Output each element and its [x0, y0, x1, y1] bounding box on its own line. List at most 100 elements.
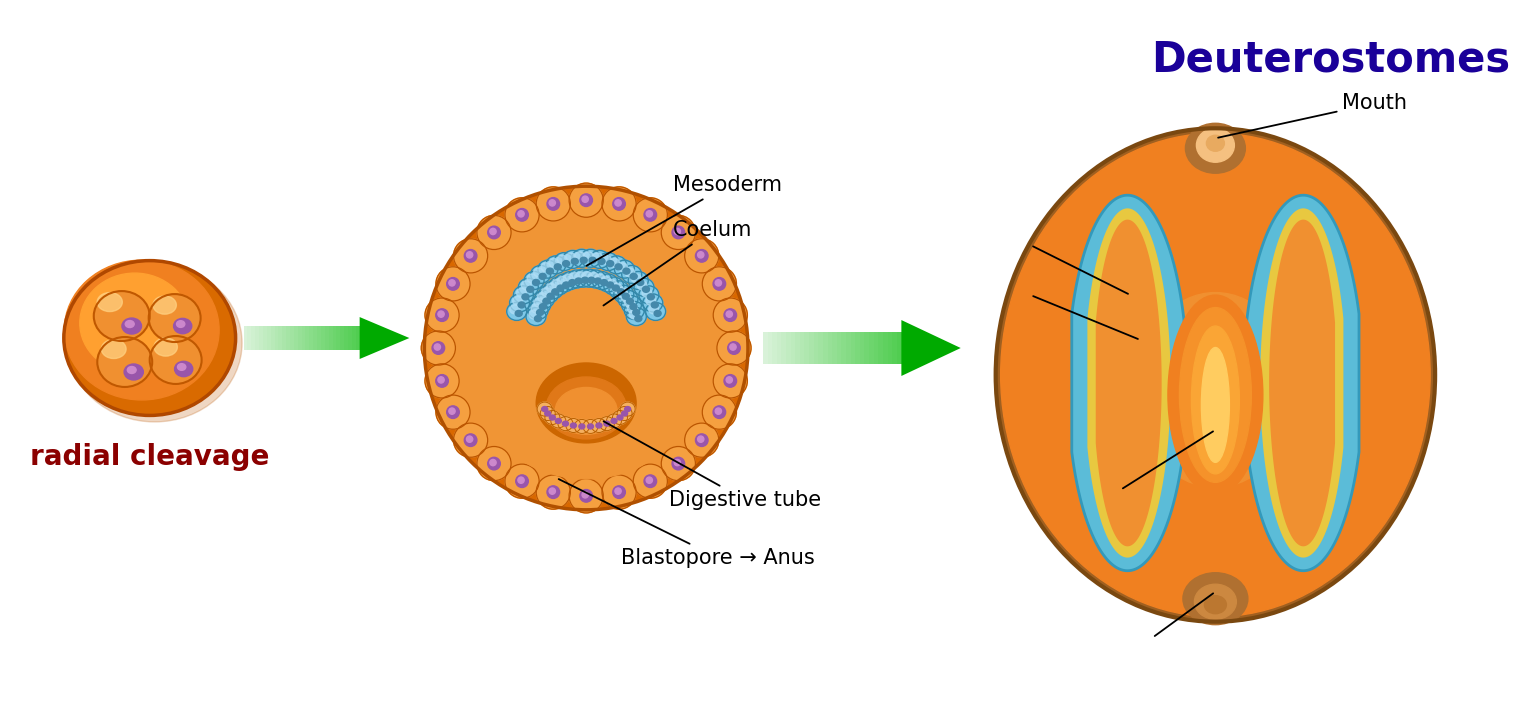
Ellipse shape — [565, 418, 581, 433]
Ellipse shape — [565, 253, 576, 262]
Ellipse shape — [127, 367, 137, 373]
Bar — [819, 332, 823, 364]
Ellipse shape — [614, 260, 634, 278]
Ellipse shape — [637, 281, 647, 290]
Ellipse shape — [627, 298, 633, 304]
Ellipse shape — [97, 337, 152, 387]
Ellipse shape — [568, 280, 576, 285]
Ellipse shape — [648, 305, 659, 314]
Bar — [888, 332, 892, 364]
Ellipse shape — [581, 194, 593, 207]
Ellipse shape — [547, 377, 627, 439]
Ellipse shape — [547, 268, 553, 274]
Ellipse shape — [613, 485, 625, 498]
Ellipse shape — [697, 252, 703, 258]
Ellipse shape — [149, 336, 201, 384]
Ellipse shape — [562, 421, 568, 426]
Bar — [800, 332, 805, 364]
Ellipse shape — [542, 298, 550, 304]
Ellipse shape — [625, 268, 634, 277]
Ellipse shape — [633, 198, 667, 232]
Bar — [777, 332, 782, 364]
Ellipse shape — [723, 309, 737, 322]
Ellipse shape — [505, 464, 539, 498]
Ellipse shape — [613, 197, 625, 210]
Ellipse shape — [581, 250, 601, 267]
Ellipse shape — [634, 278, 654, 296]
Ellipse shape — [554, 264, 561, 270]
Ellipse shape — [647, 477, 653, 483]
Bar — [796, 332, 800, 364]
Ellipse shape — [535, 290, 554, 308]
Ellipse shape — [584, 252, 593, 261]
Ellipse shape — [611, 418, 617, 423]
Ellipse shape — [637, 280, 644, 285]
Ellipse shape — [522, 294, 528, 300]
Ellipse shape — [642, 294, 662, 312]
Ellipse shape — [544, 281, 564, 299]
Ellipse shape — [545, 256, 565, 274]
Ellipse shape — [622, 295, 642, 314]
Ellipse shape — [604, 277, 624, 295]
Ellipse shape — [633, 310, 641, 315]
Ellipse shape — [548, 258, 559, 267]
Ellipse shape — [548, 277, 568, 295]
Ellipse shape — [547, 197, 559, 210]
Ellipse shape — [513, 297, 522, 305]
Ellipse shape — [438, 377, 444, 383]
Ellipse shape — [644, 209, 656, 221]
Bar — [833, 332, 837, 364]
Ellipse shape — [634, 315, 642, 322]
Ellipse shape — [530, 265, 550, 283]
Ellipse shape — [453, 423, 487, 458]
Ellipse shape — [1192, 326, 1240, 474]
Ellipse shape — [596, 423, 602, 428]
Bar — [301, 326, 306, 350]
Ellipse shape — [101, 340, 126, 358]
Ellipse shape — [531, 295, 551, 314]
Ellipse shape — [518, 477, 524, 483]
Ellipse shape — [645, 302, 665, 320]
Ellipse shape — [633, 464, 667, 498]
Bar — [860, 332, 865, 364]
Ellipse shape — [462, 227, 710, 479]
Bar — [786, 332, 791, 364]
Ellipse shape — [516, 475, 528, 488]
Bar — [336, 326, 341, 350]
Ellipse shape — [538, 292, 547, 302]
Ellipse shape — [175, 361, 192, 377]
Bar — [349, 326, 352, 350]
Ellipse shape — [476, 215, 511, 250]
Ellipse shape — [574, 420, 590, 433]
Bar — [298, 326, 303, 350]
Ellipse shape — [574, 252, 585, 261]
Bar — [773, 332, 777, 364]
Ellipse shape — [1135, 292, 1295, 488]
Ellipse shape — [727, 377, 733, 383]
Ellipse shape — [174, 318, 192, 334]
Ellipse shape — [149, 294, 201, 342]
Ellipse shape — [558, 277, 567, 285]
Bar — [306, 326, 310, 350]
Ellipse shape — [424, 186, 748, 510]
Bar — [324, 326, 329, 350]
Ellipse shape — [447, 208, 727, 488]
Bar — [278, 326, 283, 350]
Ellipse shape — [610, 258, 619, 267]
Ellipse shape — [421, 331, 456, 365]
Ellipse shape — [624, 268, 630, 274]
Ellipse shape — [539, 273, 547, 280]
Ellipse shape — [535, 298, 544, 307]
Ellipse shape — [582, 196, 588, 202]
Ellipse shape — [531, 304, 541, 313]
Ellipse shape — [607, 260, 614, 267]
Ellipse shape — [607, 280, 617, 289]
Ellipse shape — [1206, 135, 1224, 152]
Ellipse shape — [607, 256, 627, 274]
Ellipse shape — [538, 260, 558, 278]
Ellipse shape — [536, 475, 570, 509]
Ellipse shape — [573, 270, 593, 287]
Bar — [316, 326, 321, 350]
Ellipse shape — [124, 364, 143, 380]
Bar — [768, 332, 773, 364]
